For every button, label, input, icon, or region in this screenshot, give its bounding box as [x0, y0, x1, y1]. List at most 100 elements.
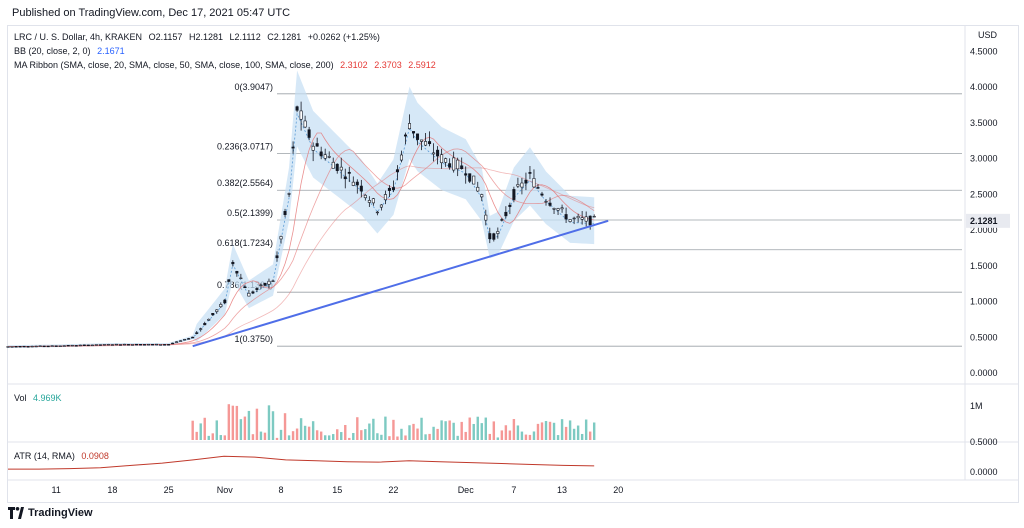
candle-body: [74, 345, 78, 347]
atr-line: [8, 455, 595, 470]
candle-body: [307, 129, 311, 138]
volume-bar: [520, 431, 524, 440]
candle-body: [82, 344, 86, 346]
volume-bar: [576, 425, 580, 440]
candle: [359, 179, 363, 198]
volume-bar: [323, 435, 327, 440]
volume-bar: [404, 435, 407, 440]
chart-frame[interactable]: [7, 25, 1019, 503]
atr-tick-label: 0.5000: [970, 437, 998, 447]
legend-volume[interactable]: Vol 4.969K: [14, 393, 62, 403]
high-value: H2.1281: [188, 32, 223, 42]
volume-bar: [356, 417, 359, 440]
vol-value: 4.969K: [33, 393, 62, 403]
legend-atr[interactable]: ATR (14, RMA) 0.0908: [14, 451, 109, 461]
volume-bar: [412, 423, 415, 440]
candle: [50, 345, 54, 347]
candle: [488, 227, 492, 244]
candle-body: [155, 343, 159, 346]
candle-body: [568, 219, 572, 222]
x-tick-label: Nov: [217, 485, 234, 495]
volume-pane: 1M: [8, 383, 1018, 440]
candle: [568, 218, 572, 223]
candle-body: [271, 280, 275, 282]
volume-bar: [496, 437, 500, 440]
volume-bar: [368, 423, 371, 440]
candle: [227, 279, 231, 283]
volume-bar: [556, 435, 560, 440]
y-tick-label: 2.5000: [970, 189, 998, 199]
candle-body: [179, 340, 183, 342]
price-axis: USD 4.5000 4.0000 3.5000 3.0000 2.5000 2.0000 1…: [964, 26, 1010, 480]
candle: [319, 146, 323, 160]
candle: [347, 166, 351, 183]
candle: [552, 207, 556, 215]
candle-body: [14, 346, 18, 348]
tradingview-logo-icon: [8, 507, 24, 519]
legend-ma[interactable]: MA Ribbon (SMA, close, 20, SMA, close, 5…: [14, 60, 436, 70]
volume-bar: [552, 422, 556, 440]
candle: [134, 343, 138, 346]
candle-body: [235, 270, 239, 274]
candle-body: [58, 345, 62, 347]
candle: [432, 143, 436, 162]
candle-body: [424, 141, 428, 146]
candle-body: [552, 208, 556, 210]
candle-body: [303, 120, 307, 128]
volume-bar: [380, 434, 383, 440]
candle-body: [359, 185, 363, 192]
candle-body: [560, 207, 564, 210]
candle-body: [38, 345, 42, 347]
volume-bar: [207, 435, 210, 440]
legend-bb[interactable]: BB (20, close, 2, 0) 2.1671: [14, 46, 125, 56]
volume-bar: [336, 429, 339, 440]
candle-body: [138, 344, 142, 346]
candle-body: [448, 163, 452, 168]
volume-bar: [235, 405, 239, 440]
candle-body: [291, 146, 295, 149]
candle: [247, 290, 251, 297]
volume-bar: [219, 435, 222, 440]
volume-bar: [516, 425, 520, 440]
volume-bar: [484, 417, 487, 440]
vol-tick-label: 1M: [970, 401, 983, 411]
volume-bar: [568, 420, 572, 440]
candle-body: [444, 158, 448, 163]
bb-band-fill: [8, 70, 595, 348]
candle-body: [399, 154, 403, 161]
candle: [86, 344, 90, 347]
candle-body: [299, 110, 303, 120]
candle-body: [34, 345, 38, 348]
candle-body: [118, 344, 122, 346]
volume-bar: [572, 428, 576, 440]
candle: [203, 321, 207, 326]
candle: [191, 336, 195, 339]
vol-label: Vol: [14, 393, 27, 403]
candle-body: [30, 345, 34, 348]
candle-body: [275, 255, 279, 259]
open-value: O2.1157: [148, 32, 183, 42]
candle: [6, 346, 10, 348]
candle: [548, 197, 552, 207]
candle: [456, 157, 460, 177]
candle-body: [207, 318, 211, 321]
candle: [496, 227, 500, 239]
candle-body: [584, 216, 588, 222]
candle-body: [367, 200, 371, 203]
candle: [138, 344, 142, 346]
volume-bar: [263, 432, 267, 440]
candle-body: [46, 345, 50, 348]
candle: [544, 199, 548, 206]
fib-level-label: 0.618(1.7234): [217, 238, 273, 248]
candle: [283, 208, 287, 218]
candle: [371, 197, 375, 206]
candle-body: [187, 338, 191, 340]
volume-bar: [267, 405, 271, 440]
candle-body: [239, 277, 243, 280]
volume-bar: [215, 420, 218, 440]
candle: [231, 260, 235, 267]
bb-value: 2.1671: [97, 46, 125, 56]
footer-brand[interactable]: TradingView: [8, 507, 93, 519]
candle: [255, 287, 259, 293]
